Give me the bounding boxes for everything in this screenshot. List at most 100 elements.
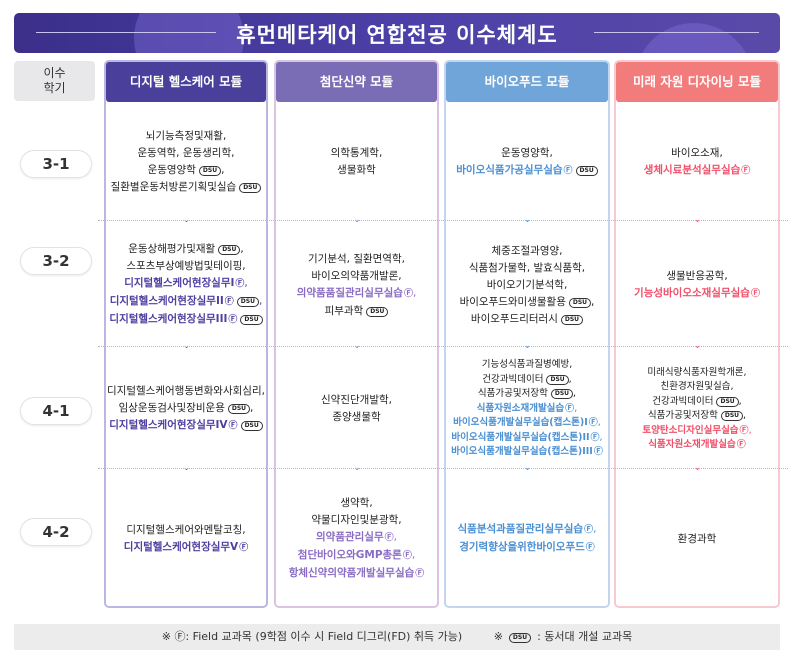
course-item: 디지털헬스케어현장실무VⒻ <box>124 539 248 557</box>
separator: , <box>549 146 553 159</box>
course-item: 바이오식품개발실무실습(캡스톤)IIIⒻ <box>451 445 603 460</box>
field-course-icon: Ⓕ <box>563 165 573 176</box>
course-item: 종양생물학 <box>332 409 380 426</box>
separator: , <box>719 146 723 159</box>
dsu-badge: DSU <box>508 633 532 643</box>
separator: , <box>563 278 568 291</box>
course-cell: 신약진단개발학, 종양생물학 <box>276 348 437 470</box>
separator: , <box>369 497 373 509</box>
field-course-icon: Ⓕ <box>384 533 394 543</box>
separator: , <box>591 295 595 308</box>
course-name: 친환경자원및실습 <box>660 381 731 392</box>
course-name: 식품분석과품질관리실무실습 <box>457 523 584 535</box>
course-item: 바이오푸드리터러시 DSU <box>470 311 584 328</box>
course-name: 임상운동검사및장비운용 <box>118 402 225 414</box>
course-name: 건강과빅데이터 <box>652 395 714 407</box>
field-course-icon: Ⓕ <box>239 542 249 553</box>
semester-divider <box>98 220 788 221</box>
course-name: 바이오의약품개발론 <box>311 269 399 282</box>
dsu-badge: DSU <box>239 183 262 193</box>
course-item: 스포츠부상예방법및테이핑, <box>126 258 245 275</box>
course-name: 환경과학 <box>677 532 717 545</box>
course-item: 바이오식품가공실무실습Ⓕ DSU <box>456 162 598 180</box>
course-name: 경기력향상을위한바이오푸드 <box>459 541 585 553</box>
course-item: 식품가공및저장학 DSU, <box>478 387 576 402</box>
course-name: 식품첨가물학, 발효식품학 <box>468 261 582 274</box>
course-name: 바이오식품가공실무실습 <box>456 163 563 176</box>
field-course-icon: Ⓕ <box>593 447 603 458</box>
separator: , <box>242 523 246 536</box>
course-name: 질환별운동처방론기획및실습 <box>110 181 237 193</box>
dsu-badge: DSU <box>240 421 263 431</box>
course-name: 바이오기기분석학 <box>486 278 564 291</box>
dsu-badge: DSU <box>366 306 389 317</box>
course-name: 바이오식품개발실무실습(캡스톤)III <box>451 446 593 458</box>
module-header: 디지털 헬스케어 모듈 <box>106 62 266 102</box>
semester-label: 4-1 <box>20 397 92 425</box>
separator: , <box>401 252 405 265</box>
course-item: 바이오푸드와미생물활용 DSU, <box>459 294 595 311</box>
course-name: 바이오식품개발실무실습(캡스톤)I <box>453 417 588 429</box>
separator: , <box>724 269 728 282</box>
course-cell: 뇌기능측정및재활, 운동역학, 운동생리학, 운동영양학 DSU, 질환별운동처방론기획… <box>106 102 266 222</box>
module-column: 바이오푸드 모듈 운동영양학, 바이오식품가공실무실습Ⓕ DSU ⌄ 체중조절과영양, 식품… <box>444 60 610 608</box>
course-name: 운동상해평가및재활 <box>128 243 216 255</box>
course-item: 바이오식품개발실무실습(캡스톤)IⒻ, <box>453 416 601 431</box>
field-course-icon: Ⓕ <box>565 403 575 414</box>
dsu-badge: DSU <box>240 315 263 325</box>
course-name: 의약품관리실무 <box>316 531 384 543</box>
field-course-icon: Ⓕ <box>403 288 413 299</box>
dsu-badge: DSU <box>720 411 744 421</box>
course-name: 바이오푸드리터러시 <box>470 312 558 325</box>
course-item: 기기분석, 질환면역학, <box>308 251 405 268</box>
separator: , <box>221 164 225 176</box>
semester-header-line: 이수 <box>43 66 66 80</box>
course-name: 의약품품질관리실무실습 <box>296 286 403 299</box>
semester-divider <box>98 346 788 347</box>
course-name: 바이오푸드와미생물활용 <box>459 295 566 308</box>
course-name: 뇌기능측정및재활 <box>145 130 223 142</box>
course-name: 디지털헬스케어현장실무II <box>109 295 224 307</box>
separator: , <box>748 424 752 436</box>
decor-line <box>594 32 759 33</box>
legend-footer: ※ Ⓕ: Field 교과목 (9학점 이수 시 Field 디그리(FD) 취… <box>14 624 780 650</box>
dsu-note: : 동서대 개설 교과목 <box>537 630 633 643</box>
dsu-badge: DSU <box>218 245 241 255</box>
course-name: 항체신약의약품개발실무실습 <box>288 567 415 579</box>
separator: , <box>581 261 586 274</box>
course-cell: 기기분석, 질환면역학, 바이오의약품개발론, 의약품품질관리실무실습Ⓕ, 피부과학 D… <box>276 222 437 348</box>
course-cell: 운동영양학, 바이오식품가공실무실습Ⓕ DSU <box>446 102 608 222</box>
dsu-badge: DSU <box>575 165 598 176</box>
separator: , <box>240 243 244 255</box>
course-name: 종양생물학 <box>332 411 381 423</box>
course-item: 생물반응공학, <box>666 268 727 285</box>
course-name: 신약진단개발학 <box>321 394 389 406</box>
course-item: 식품분석과품질관리실무실습Ⓕ, <box>458 521 597 539</box>
course-name: 스포츠부상예방법및테이핑 <box>126 260 243 272</box>
course-item: 경기력향상을위한바이오푸드Ⓕ <box>459 539 595 557</box>
dsu-badge: DSU <box>550 389 574 400</box>
module-column: 디지털 헬스케어 모듈 뇌기능측정및재활, 운동역학, 운동생리학, 운동영양학 DSU… <box>104 60 268 608</box>
course-item: 식품첨가물학, 발효식품학, <box>469 260 585 277</box>
separator: , <box>411 549 416 561</box>
course-name: 디지털헬스케어현장실무IV <box>109 419 228 431</box>
decor-line <box>36 32 216 33</box>
field-course-icon: Ⓕ <box>402 551 412 561</box>
course-name: 식품가공및저장학 <box>477 388 548 400</box>
course-name: 디지털헬스케어현장실무V <box>123 540 239 553</box>
semester-label: 3-2 <box>20 247 92 275</box>
course-name: 약물디자인및분광학 <box>311 514 399 526</box>
dsu-badge: DSU <box>236 297 259 307</box>
course-item: 토양탄소디자인실무실습Ⓕ, <box>642 424 751 439</box>
semester-header-line: 학기 <box>43 81 66 95</box>
course-cell: 운동상해평가및재활 DSU, 스포츠부상예방법및테이핑, 디지털헬스케어현장실무IⒻ,… <box>106 222 266 348</box>
module-header: 첨단신약 모듈 <box>276 62 437 102</box>
course-item: 생약학, <box>340 495 372 512</box>
course-item: 항체신약의약품개발실무실습Ⓕ <box>289 565 425 583</box>
dsu-badge: DSU <box>560 314 584 325</box>
course-name: 운동영양학 <box>501 146 550 159</box>
course-item: 체중조절과영양, <box>492 243 563 260</box>
course-item: 의약품관리실무Ⓕ, <box>316 529 397 547</box>
course-item: 운동역학, 운동생리학, <box>138 145 235 162</box>
course-name: 미래식량식품자원학개론 <box>647 366 744 378</box>
